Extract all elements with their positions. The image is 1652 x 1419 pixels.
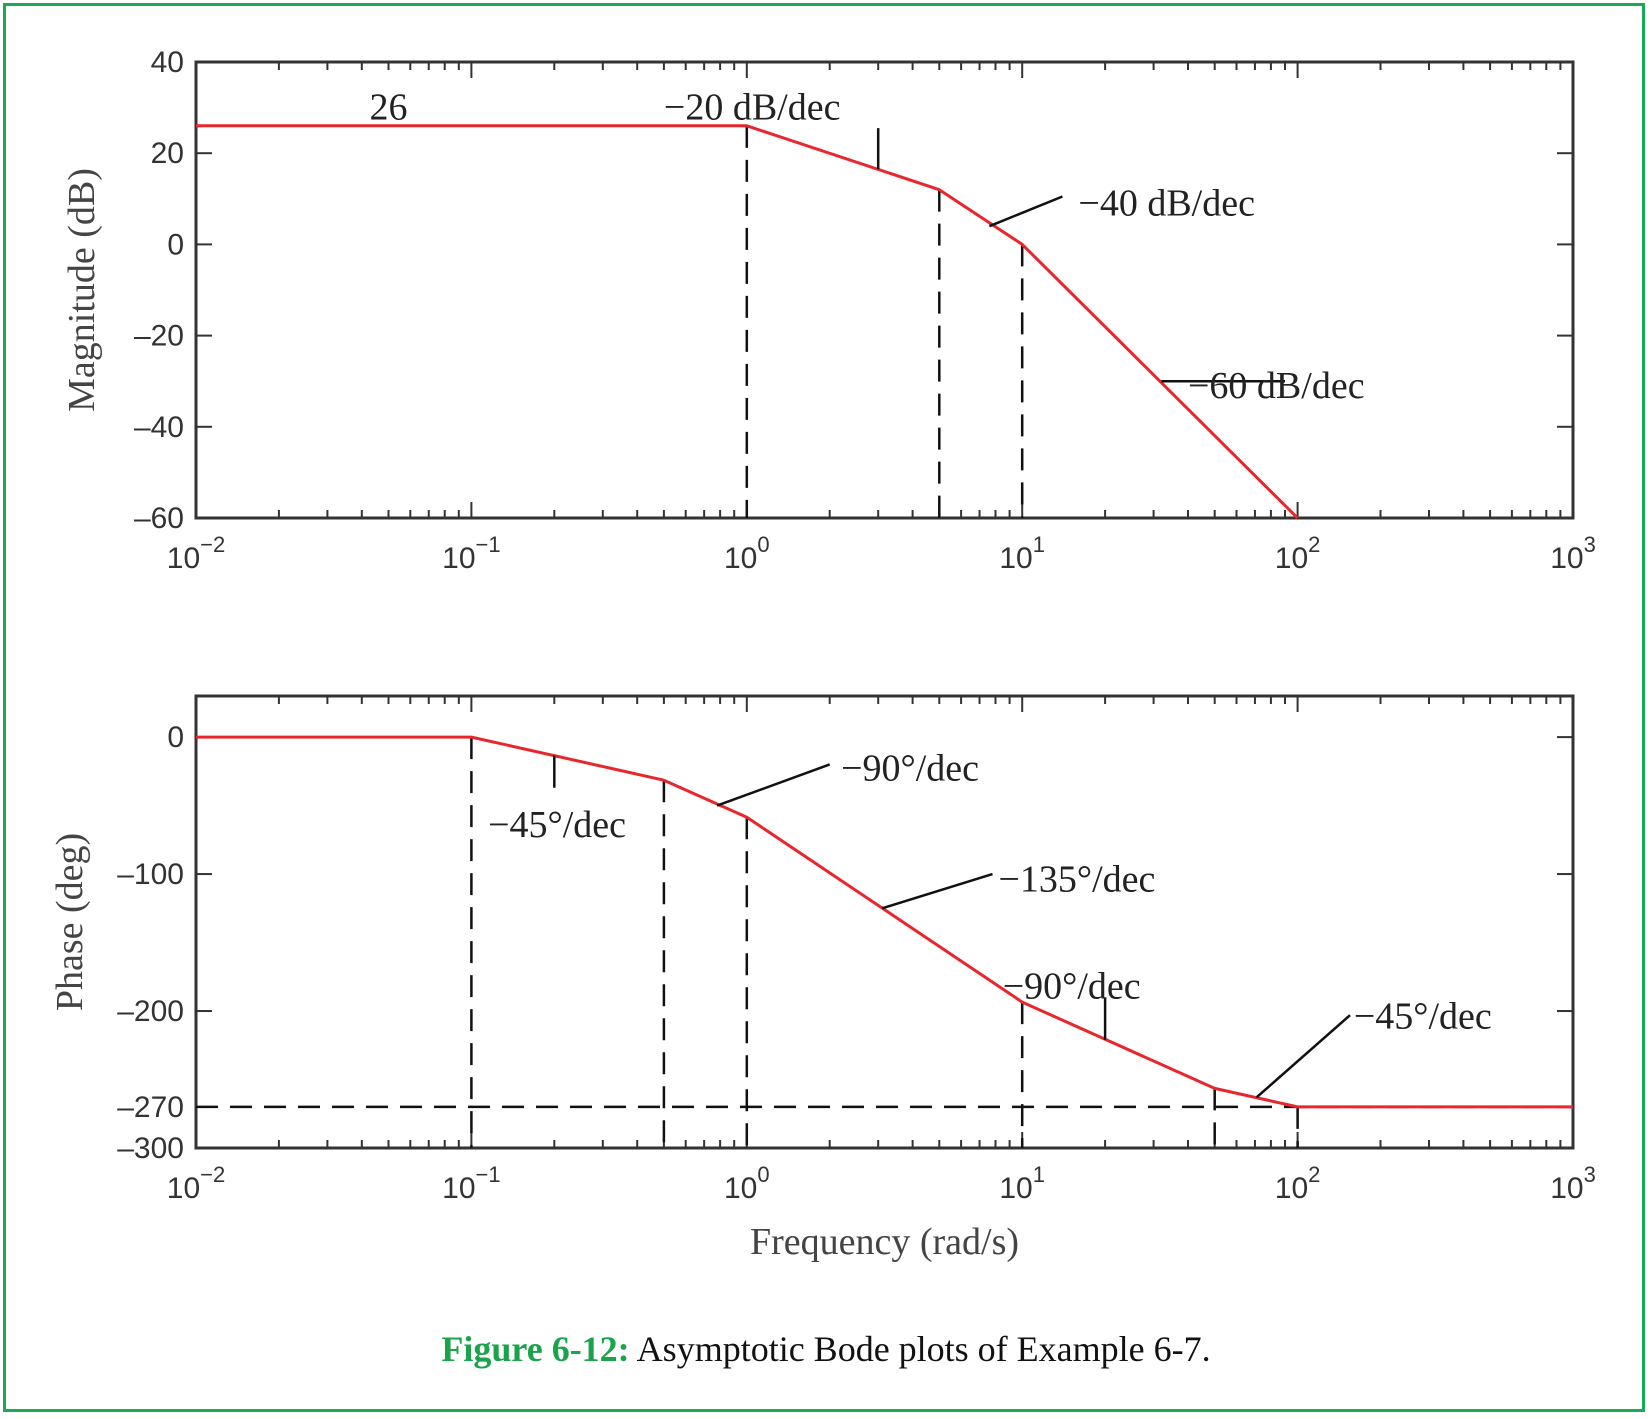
x-tick-label: 10−1: [442, 1162, 500, 1205]
y-tick-label: 40: [151, 46, 184, 79]
y-tick-label: –300: [117, 1132, 184, 1165]
slope-annotation: −45°/dec: [1354, 996, 1492, 1038]
x-tick-label: 101: [999, 1162, 1045, 1205]
phase-plot: 10−2 10−1 100 101 102 103 0 –100 –200 –270 –300 −45…: [49, 694, 1596, 1263]
slope-annotation: −90°/dec: [1003, 965, 1141, 1007]
annotation-leader-line: [988, 195, 1063, 228]
x-tick-label: 103: [1550, 1162, 1596, 1205]
plot-area-box: [194, 60, 1575, 520]
x-tick-label: 10−2: [167, 1162, 225, 1205]
slope-annotation: −90°/dec: [841, 748, 979, 790]
x-tick-label: 100: [724, 532, 770, 575]
y-tick-label: –20: [134, 320, 184, 353]
figure-frame: [3, 3, 1645, 1412]
y-tick-label: –270: [117, 1091, 184, 1124]
annotation-leader-line: [716, 763, 831, 807]
asymptote-series-line: [196, 735, 1573, 1109]
x-tick-label: 103: [1550, 532, 1596, 575]
y-tick-label: 0: [167, 228, 184, 261]
caption-text: Asymptotic Bode plots of Example 6-7.: [629, 1329, 1211, 1369]
annotation-leader-line: [1255, 1014, 1351, 1099]
figure-caption: Figure 6-12: Asymptotic Bode plots of Ex…: [0, 1328, 1652, 1370]
y-axis-label: Magnitude (dB): [61, 168, 103, 412]
y-tick-label: –40: [134, 411, 184, 444]
slope-annotation: −135°/dec: [998, 859, 1155, 901]
annotation-leader-line: [881, 872, 993, 910]
x-tick-label: 101: [999, 532, 1045, 575]
slope-annotation: −60 dB/dec: [1188, 365, 1365, 407]
x-tick-label: 10−2: [167, 532, 225, 575]
magnitude-plot: 10−2 10−1 100 101 102 103 40 20 0 –20 –40 –60 26 −20 …: [61, 46, 1596, 575]
y-axis-label: Phase (deg): [49, 833, 91, 1011]
x-tick-label: 102: [1275, 1162, 1321, 1205]
asymptote-series-line: [196, 124, 1299, 520]
y-tick-label: –100: [117, 858, 184, 891]
y-tick-label: –200: [117, 995, 184, 1028]
x-tick-label: 102: [1275, 532, 1321, 575]
slope-annotation: 26: [369, 87, 407, 129]
y-tick-label: –60: [134, 502, 184, 535]
slope-annotation: −20 dB/dec: [664, 87, 841, 129]
y-tick-label: 0: [167, 721, 184, 754]
x-axis-label: Frequency (rad/s): [750, 1221, 1019, 1263]
plot-area-box: [194, 694, 1575, 1150]
slope-annotation: −40 dB/dec: [1078, 182, 1255, 224]
x-tick-label: 100: [724, 1162, 770, 1205]
x-tick-label: 10−1: [442, 532, 500, 575]
slope-annotation: −45°/dec: [488, 804, 626, 846]
y-tick-label: 20: [151, 137, 184, 170]
figure-number: Figure 6-12:: [441, 1329, 630, 1369]
